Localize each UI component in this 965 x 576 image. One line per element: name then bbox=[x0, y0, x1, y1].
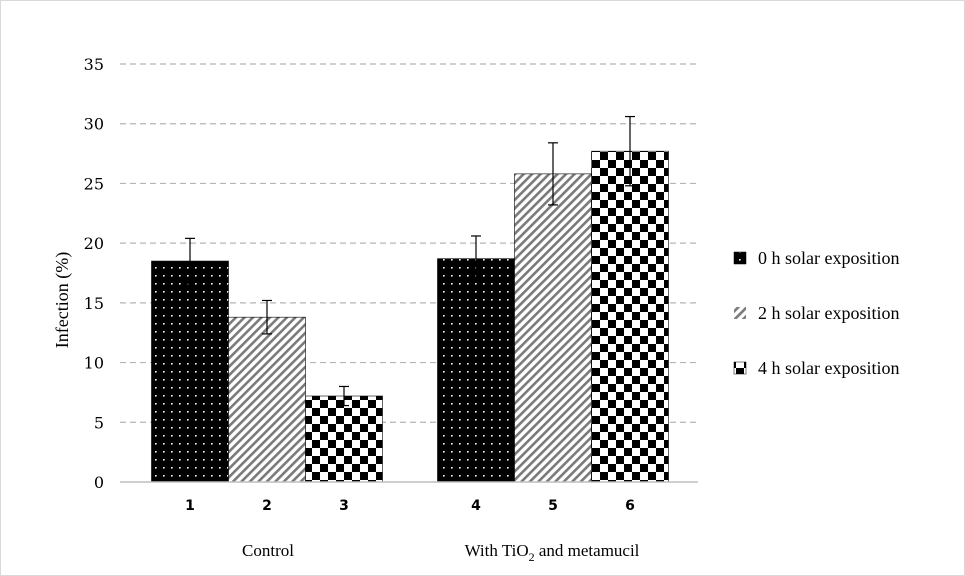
x-category-label: 6 bbox=[625, 498, 635, 514]
error-bar-1 bbox=[185, 237, 195, 285]
x-category-label: 2 bbox=[262, 498, 272, 514]
legend-item: 4 h solar exposition bbox=[733, 358, 900, 378]
y-axis-label: Infection (%) bbox=[52, 252, 73, 348]
y-tick-label: 25 bbox=[84, 174, 104, 193]
error-bars bbox=[185, 115, 635, 407]
bars bbox=[151, 150, 669, 483]
error-bar-5 bbox=[548, 142, 558, 206]
bar-6 bbox=[591, 150, 669, 483]
legend-swatch bbox=[734, 307, 746, 319]
legend-item: 0 h solar exposition bbox=[733, 248, 900, 268]
legend-label: 2 h solar exposition bbox=[758, 303, 900, 323]
group-labels: Control With TiO2 and metamucil bbox=[242, 541, 640, 564]
error-bar-3 bbox=[339, 385, 349, 407]
error-bar-2 bbox=[262, 299, 272, 335]
y-tick-label: 10 bbox=[84, 354, 104, 373]
y-tick-label: 30 bbox=[84, 115, 104, 134]
x-category-label: 4 bbox=[471, 498, 481, 514]
legend: 0 h solar exposition 2 h solar exposition… bbox=[733, 248, 900, 378]
y-tick-label: 0 bbox=[94, 473, 104, 492]
group-label: Control bbox=[242, 541, 294, 560]
legend-item: 2 h solar exposition bbox=[734, 303, 900, 323]
legend-label: 4 h solar exposition bbox=[758, 358, 900, 378]
y-tick-label: 35 bbox=[84, 55, 104, 74]
bar-1 bbox=[151, 260, 229, 483]
x-category-label: 1 bbox=[185, 498, 195, 514]
bar-2 bbox=[228, 316, 306, 483]
error-bar-4 bbox=[471, 235, 481, 282]
legend-swatch bbox=[733, 361, 747, 375]
bar-3 bbox=[305, 395, 383, 483]
x-category-labels: 1 2 3 4 5 6 bbox=[185, 498, 635, 514]
y-tick-label: 5 bbox=[94, 413, 104, 432]
legend-swatch bbox=[733, 251, 747, 265]
group-label: With TiO2 and metamucil bbox=[465, 541, 640, 564]
x-category-label: 5 bbox=[548, 498, 558, 514]
y-tick-labels: 0 5 10 15 20 25 30 35 bbox=[84, 55, 104, 492]
bar-4 bbox=[437, 258, 515, 483]
error-bar-6 bbox=[625, 115, 635, 187]
y-tick-label: 20 bbox=[84, 234, 104, 253]
y-tick-label: 15 bbox=[84, 294, 104, 313]
legend-label: 0 h solar exposition bbox=[758, 248, 900, 268]
x-category-label: 3 bbox=[339, 498, 349, 514]
bar-5 bbox=[514, 173, 592, 483]
